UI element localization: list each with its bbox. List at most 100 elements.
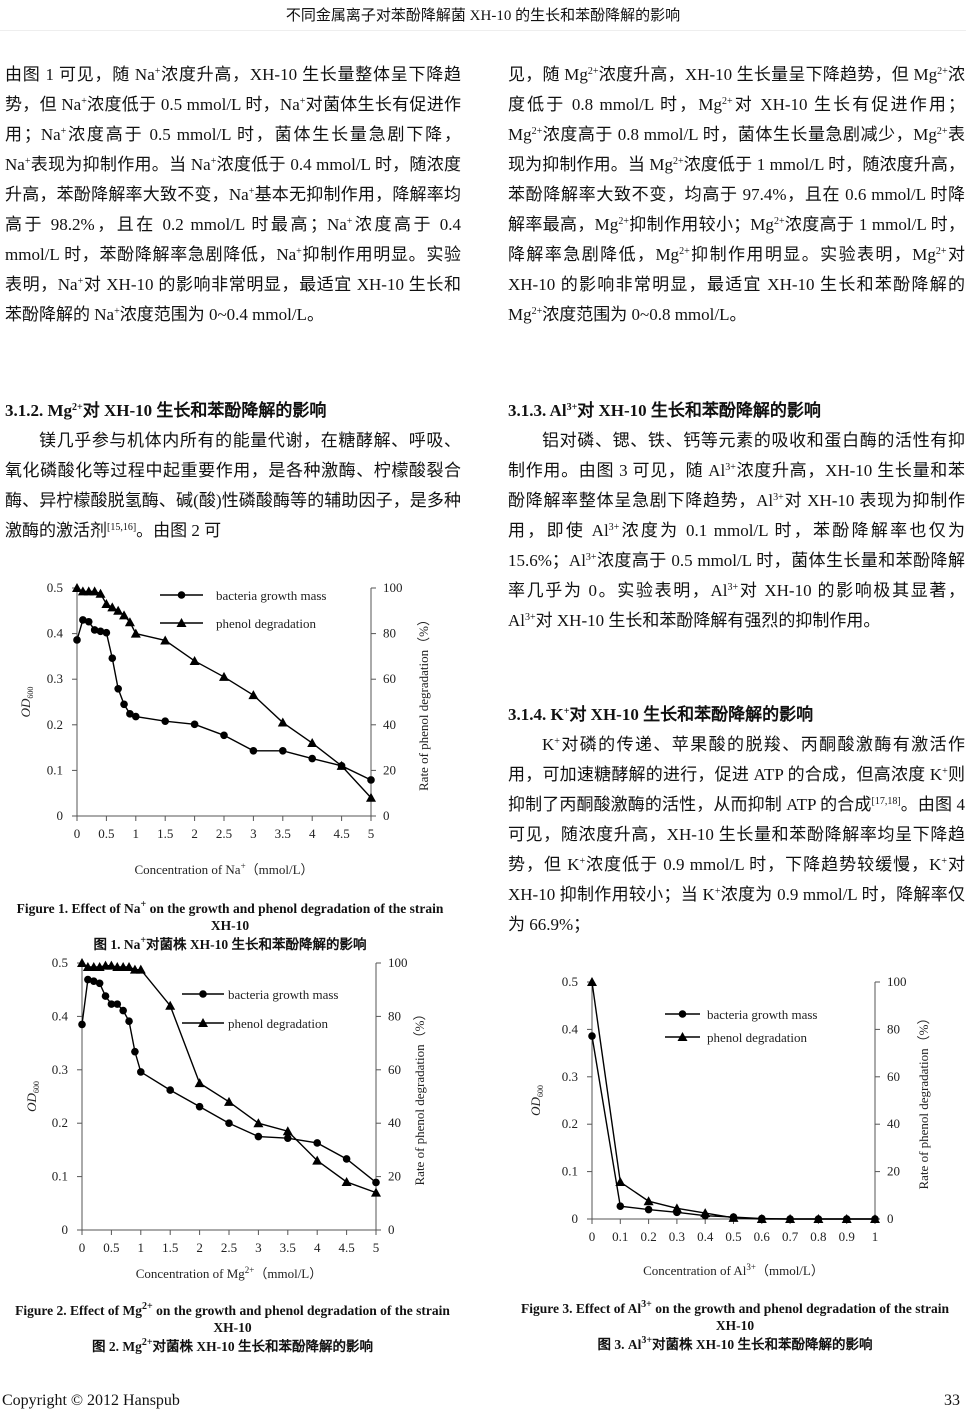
- section-heading-3-1-4: 3.1.4. K+对 XH-10 生长和苯酚降解的影响: [508, 705, 814, 724]
- x-tick-label: 0.5: [103, 1240, 119, 1255]
- x-axis-title: Concentration of Na+（mmol/L）: [134, 861, 313, 877]
- figure-1-caption-en: Figure 1. Effect of Na+ on the growth an…: [16, 899, 444, 934]
- growth-data-point: [588, 1032, 596, 1040]
- growth-data-point: [308, 754, 317, 763]
- phenol-data-point: [700, 1208, 711, 1218]
- y-tick-label: 0.2: [47, 717, 63, 732]
- x-tick-label: 1.5: [162, 1240, 178, 1255]
- legend-label: phenol degradation: [707, 1030, 807, 1045]
- growth-data-point: [101, 992, 110, 1000]
- growth-data-point: [90, 626, 99, 634]
- x-tick-label: 2: [196, 1240, 203, 1255]
- growth-data-point: [108, 654, 117, 663]
- phenol-data-point: [124, 617, 135, 627]
- legend-label: bacteria growth mass: [707, 1007, 817, 1022]
- x-tick-label: 0.1: [612, 1229, 628, 1244]
- paragraph-na-results: 由图 1 可见，随 Na+浓度升高，XH-10 生长量整体呈下降趋势，但 Na+…: [5, 65, 462, 324]
- y2-tick-label: 100: [388, 955, 408, 970]
- growth-data-point: [190, 720, 199, 729]
- paragraph-k-results: K+对磷的传递、苹果酸的脱羧、丙酮酸激酶有激活作用，可加速糖酵解的进行，促进 A…: [508, 735, 965, 934]
- y2-tick-label: 40: [388, 1115, 401, 1130]
- growth-data-point: [102, 628, 111, 637]
- y-axis-title: OD600: [18, 687, 35, 718]
- legend-marker: [177, 591, 186, 599]
- paragraph-mg-results: 见，随 Mg2+浓度升高，XH-10 生长量呈下降趋势，但 Mg2+浓度低于 0…: [508, 65, 966, 324]
- phenol-data-point: [224, 1096, 234, 1106]
- growth-data-point: [113, 1000, 122, 1008]
- legend-label: phenol degradation: [216, 616, 316, 631]
- growth-data-point: [313, 1139, 322, 1147]
- phenol-data-point: [813, 1214, 824, 1223]
- x-tick-label: 3: [250, 826, 257, 841]
- legend-marker: [677, 1032, 688, 1041]
- legend-marker: [198, 1018, 208, 1027]
- figure-1-caption-zh: 图 1. Na+对菌株 XH-10 生长和苯酚降解的影响: [93, 935, 367, 953]
- figure-2-caption-zh: 图 2. Mg2+对菌株 XH-10 生长和苯酚降解的影响: [91, 1337, 374, 1355]
- growth-data-point: [220, 731, 228, 740]
- y-tick-label: 0.4: [47, 626, 64, 641]
- x-tick-label: 4: [309, 826, 316, 841]
- y-tick-label: 0.2: [52, 1115, 68, 1130]
- growth-data-point: [126, 710, 134, 718]
- growth-data-point: [372, 1178, 380, 1187]
- y2-axis-title: Rate of phenol degradation（%）: [412, 1008, 427, 1186]
- phenol-data-point: [870, 1214, 880, 1223]
- x-tick-label: 0: [589, 1229, 596, 1244]
- y-tick-label: 0: [572, 1211, 579, 1226]
- copyright-notice: Copyright © 2012 Hanspub: [2, 1392, 180, 1409]
- y2-tick-label: 60: [383, 671, 396, 686]
- growth-data-point: [107, 1000, 116, 1008]
- phenol-data-point: [77, 958, 87, 967]
- x-axis-title: Concentration of Al3+（mmol/L）: [643, 1262, 824, 1278]
- y-tick-label: 0.1: [562, 1164, 578, 1179]
- x-tick-label: 0: [79, 1240, 86, 1255]
- phenol-data-point: [101, 598, 112, 608]
- y-tick-label: 0: [62, 1222, 69, 1237]
- header-divider: [0, 30, 966, 31]
- y-tick-label: 0.2: [562, 1116, 578, 1131]
- x-tick-label: 4.5: [333, 826, 349, 841]
- phenol-data-point: [615, 1177, 626, 1187]
- phenol-data-point: [282, 1126, 293, 1136]
- y-tick-label: 0.5: [562, 974, 578, 989]
- phenol-data-point: [165, 1000, 176, 1010]
- phenol-data-point: [756, 1214, 767, 1223]
- phenol-data-point: [366, 792, 376, 802]
- x-tick-label: 3.5: [275, 826, 291, 841]
- x-tick-label: 0.2: [640, 1229, 656, 1244]
- growth-data-point: [225, 1119, 233, 1127]
- growth-data-point: [89, 977, 98, 985]
- growth-data-point: [644, 1205, 653, 1214]
- phenol-data-point: [371, 1187, 381, 1197]
- phenol-data-point: [248, 690, 259, 700]
- phenol-data-point: [194, 1078, 205, 1088]
- x-tick-label: 4.5: [338, 1240, 354, 1255]
- phenol-data-point: [341, 1176, 352, 1186]
- x-tick-label: 0.9: [839, 1229, 855, 1244]
- series-line-growth: [76, 619, 372, 781]
- growth-data-point: [279, 746, 287, 755]
- growth-data-point: [79, 616, 87, 624]
- phenol-data-point: [119, 610, 130, 620]
- x-tick-label: 1: [872, 1229, 879, 1244]
- growth-data-point: [73, 636, 81, 644]
- phenol-data-point: [841, 1214, 852, 1223]
- page-number: 33: [944, 1392, 960, 1409]
- y2-tick-label: 0: [887, 1211, 894, 1226]
- phenol-data-point: [219, 671, 229, 681]
- phenol-data-point: [113, 605, 124, 615]
- phenol-data-point: [253, 1118, 264, 1128]
- y2-tick-label: 60: [388, 1062, 401, 1077]
- figure-2-chart: 0 0.5 1 1.5 2 2.5 3 3.5 4 4.5 500.10.20.30.40.5020…: [24, 955, 427, 1281]
- y-tick-label: 0: [57, 808, 64, 823]
- growth-data-point: [120, 700, 128, 709]
- phenol-data-point: [277, 717, 288, 727]
- phenol-data-point: [124, 962, 135, 972]
- growth-data-point: [367, 776, 375, 784]
- phenol-data-point: [189, 655, 200, 665]
- phenol-data-point: [89, 586, 100, 596]
- growth-data-point: [95, 979, 104, 988]
- figure-1-chart: 0 0.5 1 1.5 2 2.5 3 3.5 4 4.5 500.10.20.30.40.5020…: [18, 580, 431, 877]
- y-tick-label: 0.1: [47, 762, 63, 777]
- legend-marker: [678, 1010, 687, 1018]
